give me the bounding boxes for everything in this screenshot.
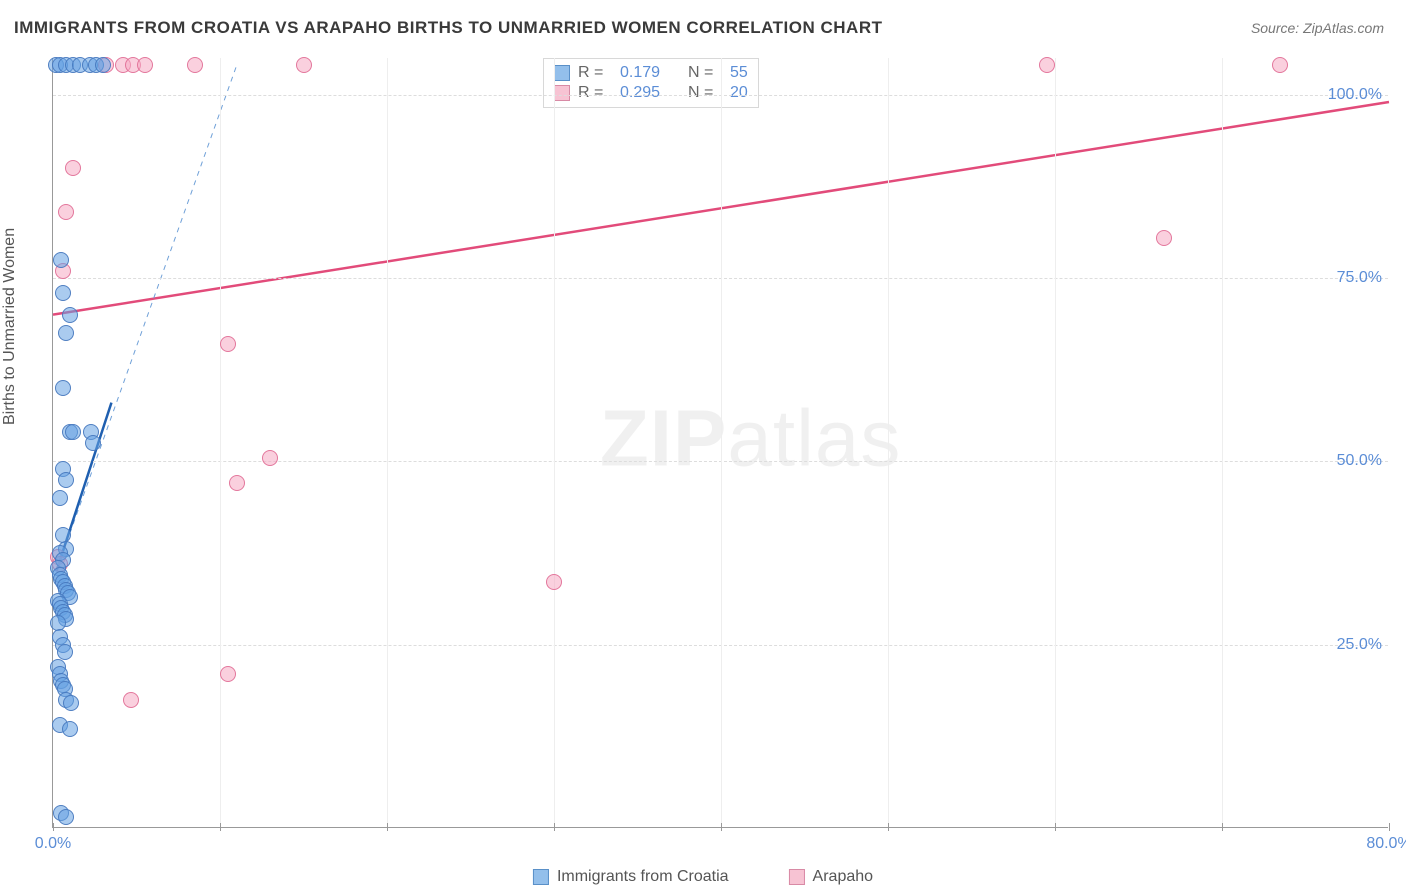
x-tick	[1055, 823, 1056, 831]
gridline-v	[1055, 58, 1056, 827]
data-point	[262, 450, 278, 466]
y-tick-label: 75.0%	[1337, 269, 1382, 287]
stat-row: R = 0.179 N = 55	[554, 63, 748, 83]
data-point	[63, 695, 79, 711]
stat-r-label: R =	[578, 84, 612, 102]
data-point	[55, 380, 71, 396]
data-point	[1039, 57, 1055, 73]
stat-r-value: 0.295	[620, 84, 680, 102]
data-point	[1272, 57, 1288, 73]
chart-title: IMMIGRANTS FROM CROATIA VS ARAPAHO BIRTH…	[14, 18, 883, 38]
data-point	[229, 475, 245, 491]
data-point	[123, 692, 139, 708]
legend-swatch-pink	[789, 869, 805, 885]
gridline-v	[721, 58, 722, 827]
data-point	[52, 490, 68, 506]
stat-n-value: 20	[730, 84, 748, 102]
legend-label-arapaho: Arapaho	[813, 868, 874, 886]
data-point	[58, 204, 74, 220]
data-point	[220, 666, 236, 682]
gridline-v	[220, 58, 221, 827]
legend-swatch-blue	[533, 869, 549, 885]
data-point	[58, 472, 74, 488]
data-point	[296, 57, 312, 73]
data-point	[187, 57, 203, 73]
y-tick-label: 50.0%	[1337, 452, 1382, 470]
stat-row: R = 0.295 N = 20	[554, 83, 748, 103]
x-tick	[53, 823, 54, 831]
data-point	[50, 615, 66, 631]
stat-n-value: 55	[730, 64, 748, 82]
data-point	[1156, 230, 1172, 246]
data-point	[137, 57, 153, 73]
data-point	[55, 285, 71, 301]
x-tick	[220, 823, 221, 831]
data-point	[220, 336, 236, 352]
data-point	[62, 721, 78, 737]
data-point	[55, 527, 71, 543]
data-point	[53, 252, 69, 268]
stat-swatch	[554, 65, 570, 81]
x-min-label: 0.0%	[35, 835, 71, 853]
stat-r-label: R =	[578, 64, 612, 82]
y-tick-label: 25.0%	[1337, 636, 1382, 654]
legend-label-croatia: Immigrants from Croatia	[557, 868, 729, 886]
data-point	[57, 644, 73, 660]
gridline-v	[554, 58, 555, 827]
gridline-v	[888, 58, 889, 827]
x-tick	[888, 823, 889, 831]
source-label: Source: ZipAtlas.com	[1251, 20, 1384, 36]
data-point	[85, 435, 101, 451]
data-point	[546, 574, 562, 590]
legend-item-arapaho: Arapaho	[789, 868, 874, 886]
y-axis-label: Births to Unmarried Women	[1, 228, 19, 425]
data-point	[62, 307, 78, 323]
x-tick	[721, 823, 722, 831]
legend-item-croatia: Immigrants from Croatia	[533, 868, 729, 886]
gridline-v	[387, 58, 388, 827]
data-point	[95, 57, 111, 73]
stat-r-value: 0.179	[620, 64, 680, 82]
stat-swatch	[554, 85, 570, 101]
y-tick-label: 100.0%	[1328, 86, 1382, 104]
x-tick	[1222, 823, 1223, 831]
bottom-legend: Immigrants from Croatia Arapaho	[533, 868, 873, 886]
stat-n-label: N =	[688, 64, 722, 82]
data-point	[65, 424, 81, 440]
x-tick	[554, 823, 555, 831]
stats-legend-box: R = 0.179 N = 55 R = 0.295 N = 20	[543, 58, 759, 108]
data-point	[58, 809, 74, 825]
data-point	[65, 160, 81, 176]
x-max-label: 80.0%	[1366, 835, 1406, 853]
stat-n-label: N =	[688, 84, 722, 102]
x-tick	[1389, 823, 1390, 831]
plot-area: ZIPatlas R =0.179N =55R =0.295N =20 25.0…	[52, 58, 1388, 828]
x-tick	[387, 823, 388, 831]
data-point	[58, 325, 74, 341]
trend-line	[56, 65, 236, 571]
gridline-v	[1222, 58, 1223, 827]
